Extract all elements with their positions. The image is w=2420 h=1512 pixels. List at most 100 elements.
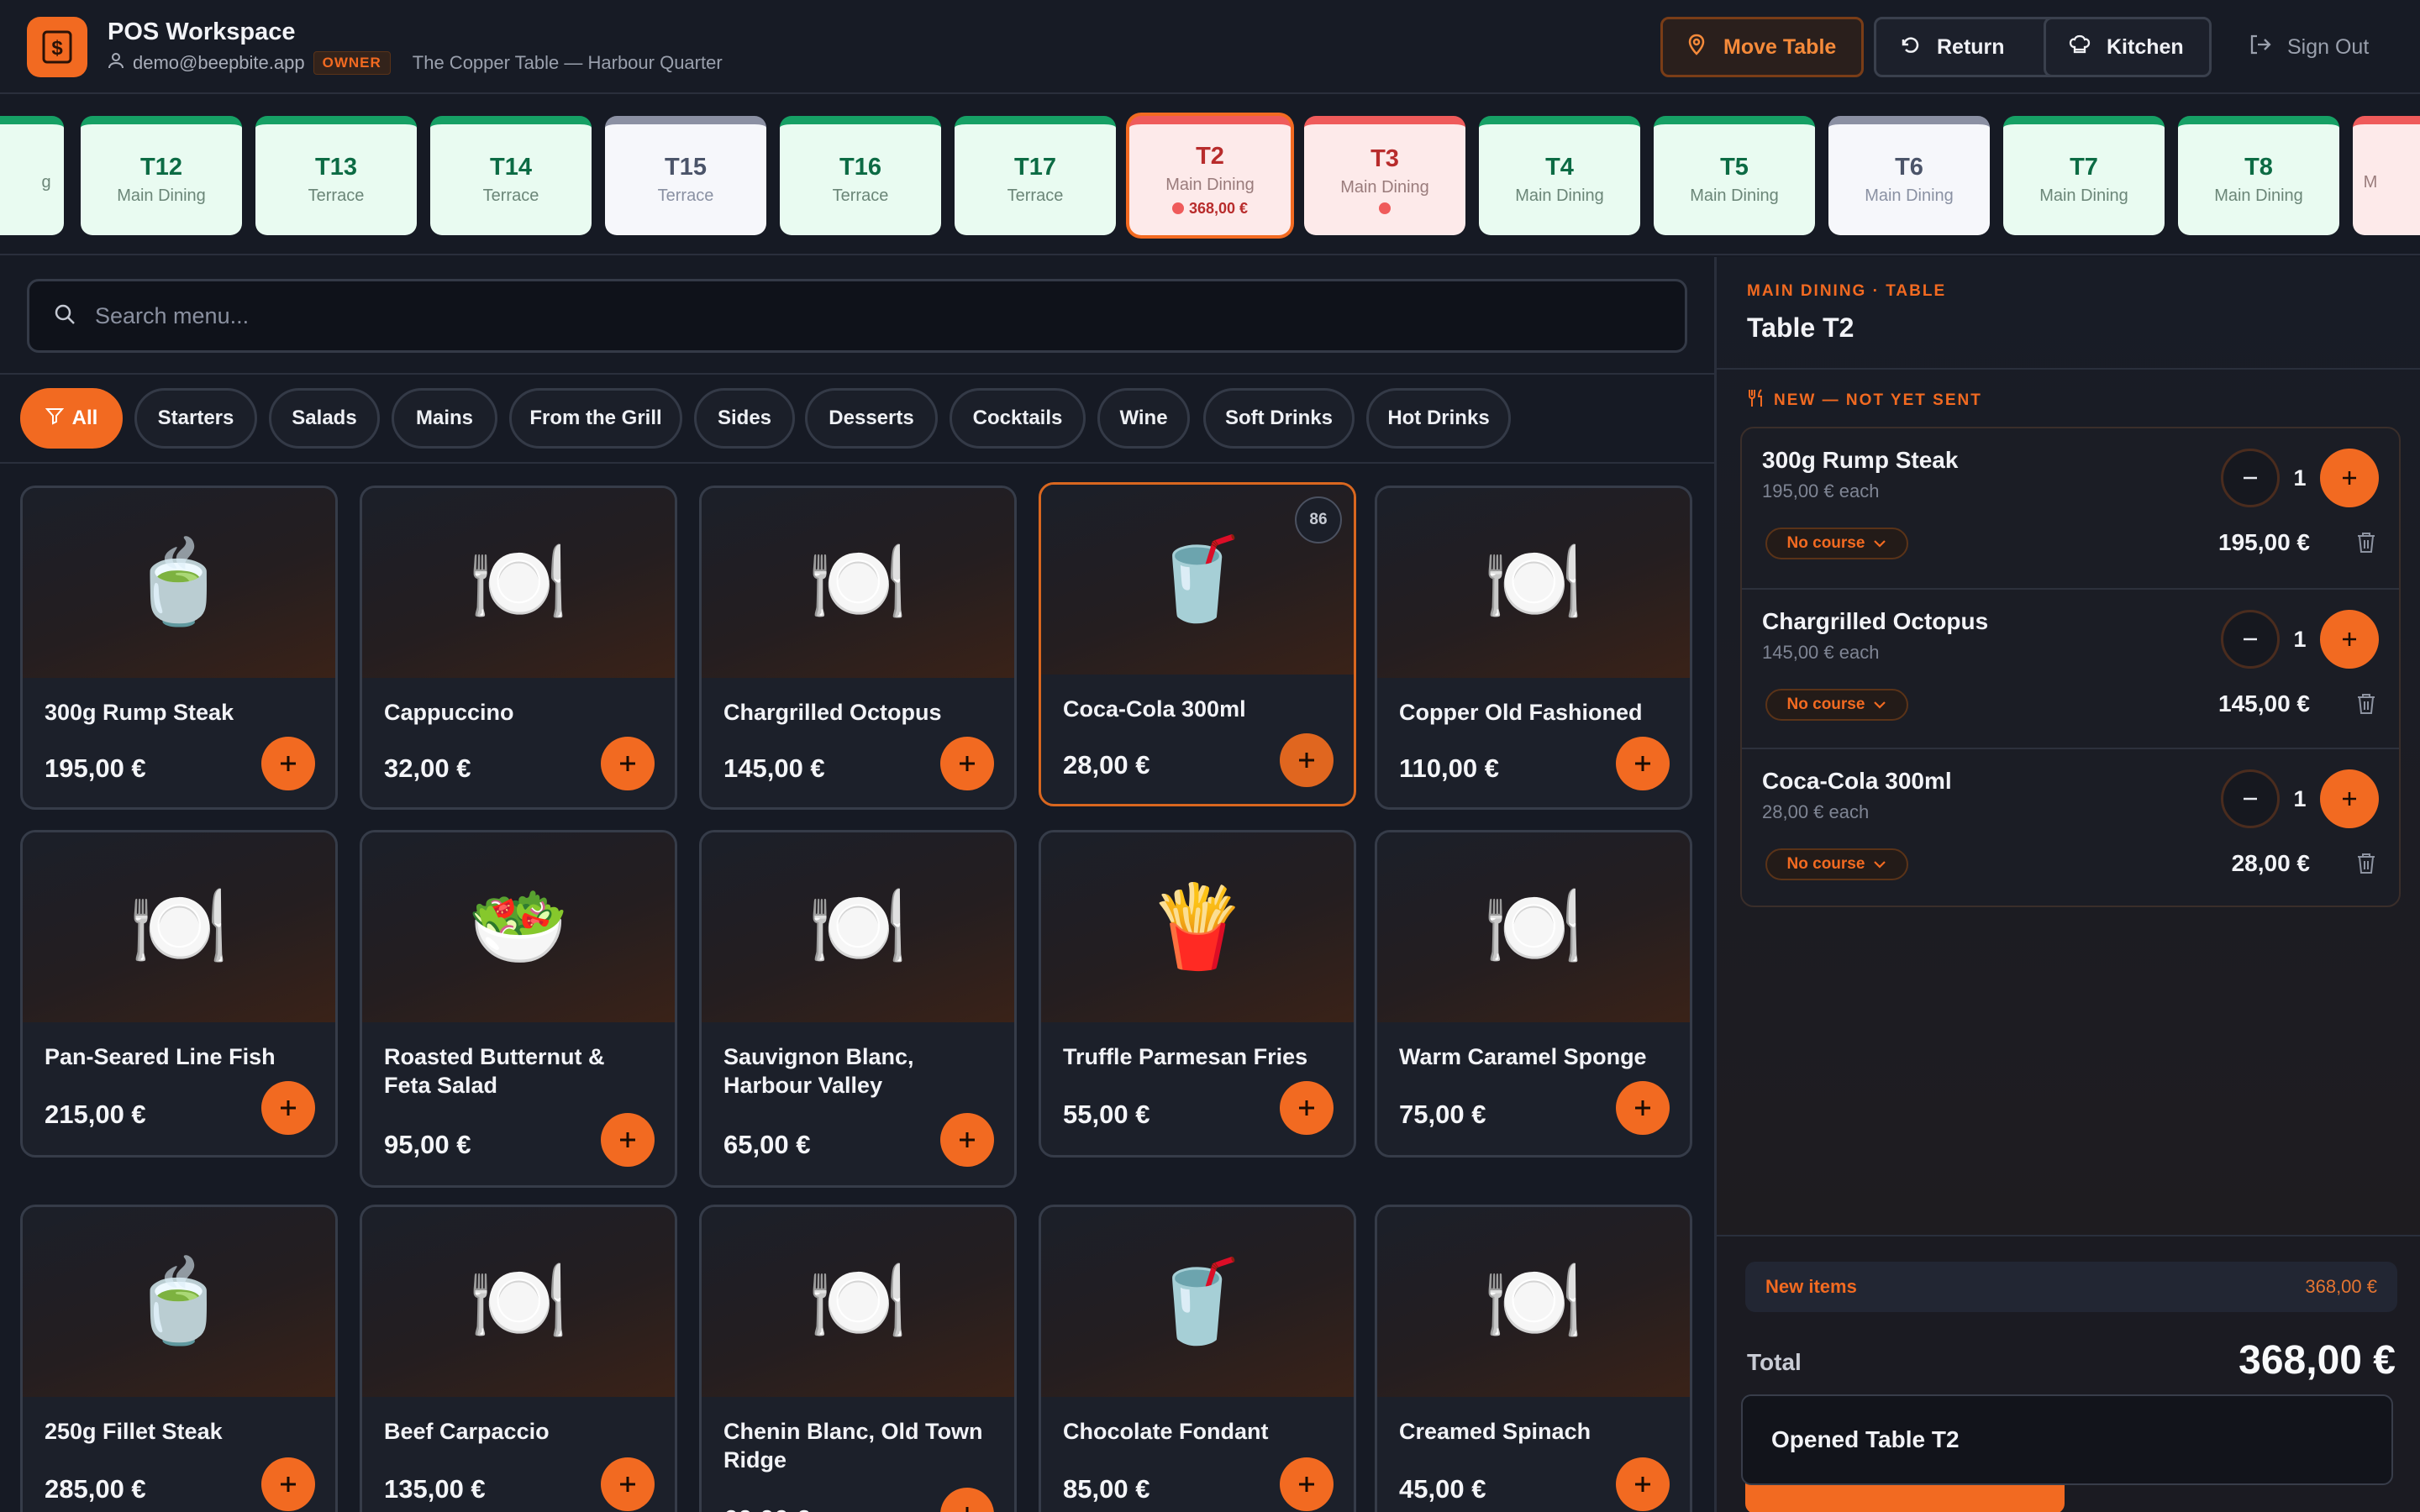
table-card-t16[interactable]: T16 Terrace — [780, 116, 941, 235]
table-card-t3[interactable]: T3 Main Dining — [1304, 116, 1465, 235]
category-starters[interactable]: Starters — [134, 388, 257, 449]
add-item-button[interactable] — [1280, 733, 1334, 787]
order-item-total: 28,00 € — [2231, 850, 2310, 876]
category-soft-drinks[interactable]: Soft Drinks — [1203, 388, 1355, 449]
category-desserts[interactable]: Desserts — [805, 388, 938, 449]
menu-item-price: 85,00 € — [1063, 1474, 1150, 1504]
return-button[interactable]: Return — [1874, 17, 2077, 77]
add-item-button[interactable] — [261, 737, 315, 790]
menu-item-card[interactable]: 🍽️ Beef Carpaccio 135,00 € — [360, 1205, 677, 1512]
filter-icon — [45, 407, 64, 431]
menu-item-card[interactable]: 🍽️ Cappuccino 32,00 € — [360, 486, 677, 810]
sign-out-button[interactable]: Sign Out — [2225, 17, 2402, 77]
add-item-button[interactable] — [601, 1113, 655, 1167]
add-item-button[interactable] — [940, 737, 994, 790]
order-items-list: 300g Rump Steak 195,00 € each 1 No cours… — [1740, 427, 2401, 907]
table-card-t12[interactable]: T12 Main Dining — [81, 116, 242, 235]
menu-item-name: Coca-Cola 300ml — [1063, 696, 1246, 722]
increase-qty-button[interactable] — [2320, 769, 2379, 828]
table-card-t14[interactable]: T14 Terrace — [430, 116, 592, 235]
category-salads[interactable]: Salads — [269, 388, 380, 449]
course-select[interactable]: No course — [1765, 848, 1908, 880]
category-bar: All Starters Salads Mains From the Grill… — [0, 376, 1714, 464]
table-card-t8[interactable]: T8 Main Dining — [2178, 116, 2339, 235]
chef-hat-icon — [2068, 33, 2091, 62]
table-name: T2 — [1196, 142, 1224, 170]
table-card[interactable]: M — [2353, 116, 2420, 235]
add-item-button[interactable] — [601, 737, 655, 790]
category-sides[interactable]: Sides — [694, 388, 795, 449]
menu-item-price: 65,00 € — [723, 1130, 811, 1159]
menu-item-image: 🍵 — [23, 1207, 335, 1397]
add-item-button[interactable] — [940, 1113, 994, 1167]
decrease-qty-button[interactable] — [2221, 610, 2280, 669]
table-card-t13[interactable]: T13 Terrace — [255, 116, 417, 235]
add-item-button[interactable] — [1616, 1081, 1670, 1135]
menu-item-card[interactable]: 🍵 250g Fillet Steak 285,00 € — [20, 1205, 338, 1512]
increase-qty-button[interactable] — [2320, 449, 2379, 507]
order-item-total: 195,00 € — [2218, 529, 2310, 555]
app-title: POS Workspace — [108, 18, 296, 45]
category-wine[interactable]: Wine — [1097, 388, 1190, 449]
trash-icon[interactable] — [2355, 531, 2377, 559]
menu-item-card[interactable]: 🍽️ Sauvignon Blanc, Harbour Valley 65,00… — [699, 830, 1017, 1188]
menu-item-card[interactable]: 🍟 Truffle Parmesan Fries 55,00 € — [1039, 830, 1356, 1158]
decrease-qty-button[interactable] — [2221, 449, 2280, 507]
menu-item-card[interactable]: 🍽️ Copper Old Fashioned 110,00 € — [1375, 486, 1692, 810]
order-item-name: Chargrilled Octopus — [1762, 608, 1989, 634]
decrease-qty-button[interactable] — [2221, 769, 2280, 828]
menu-item-price: 95,00 € — [384, 1130, 471, 1159]
category-from-the-grill[interactable]: From the Grill — [509, 388, 682, 449]
menu-item-card[interactable]: 🍽️ Pan-Seared Line Fish 215,00 € — [20, 830, 338, 1158]
add-item-button[interactable] — [1280, 1081, 1334, 1135]
search-input[interactable] — [95, 302, 1607, 329]
category-label: Soft Drinks — [1224, 407, 1333, 429]
table-card-t7[interactable]: T7 Main Dining — [2003, 116, 2165, 235]
menu-item-price: 60,00 € — [723, 1504, 810, 1512]
table-zone: Terrace — [832, 186, 889, 205]
soda-cup-icon: 🥤 — [1147, 1257, 1248, 1347]
table-card[interactable]: g — [0, 116, 64, 235]
menu-item-card[interactable]: 🍽️ Warm Caramel Sponge 75,00 € — [1375, 830, 1692, 1158]
kitchen-button[interactable]: Kitchen — [2044, 17, 2212, 77]
category-hot-drinks[interactable]: Hot Drinks — [1366, 388, 1511, 449]
plus-icon — [620, 1477, 635, 1492]
table-card-t6[interactable]: T6 Main Dining — [1828, 116, 1990, 235]
table-card-t5[interactable]: T5 Main Dining — [1654, 116, 1815, 235]
occupied-dot-icon — [1171, 202, 1184, 214]
category-mains[interactable]: Mains — [392, 388, 497, 449]
menu-item-card[interactable]: 🥗 Roasted Butternut & Feta Salad 95,00 € — [360, 830, 677, 1188]
table-zone: Main Dining — [1340, 178, 1429, 197]
plate-cutlery-icon: 🍽️ — [468, 538, 569, 627]
table-zone: M — [2363, 172, 2378, 192]
move-table-button[interactable]: Move Table — [1660, 17, 1864, 77]
menu-item-card[interactable]: 🍽️ Creamed Spinach 45,00 € — [1375, 1205, 1692, 1512]
trash-icon[interactable] — [2355, 852, 2377, 879]
add-item-button[interactable] — [601, 1457, 655, 1511]
add-item-button[interactable] — [1280, 1457, 1334, 1511]
category-cocktails[interactable]: Cocktails — [950, 388, 1086, 449]
menu-item-card[interactable]: 🍵 300g Rump Steak 195,00 € — [20, 486, 338, 810]
add-item-button[interactable] — [940, 1488, 994, 1512]
table-card-t4[interactable]: T4 Main Dining — [1479, 116, 1640, 235]
add-item-button[interactable] — [261, 1457, 315, 1511]
table-card-t15[interactable]: T15 Terrace — [605, 116, 766, 235]
menu-item-card[interactable]: 🍽️ Chenin Blanc, Old Town Ridge 60,00 € — [699, 1205, 1017, 1512]
menu-item-card[interactable]: 🥤 86 Coca-Cola 300ml 28,00 € — [1039, 482, 1356, 806]
category-all[interactable]: All — [20, 388, 123, 449]
course-select[interactable]: No course — [1765, 528, 1908, 559]
course-select[interactable]: No course — [1765, 689, 1908, 721]
fries-icon: 🍟 — [1147, 882, 1248, 972]
table-card-t17[interactable]: T17 Terrace — [955, 116, 1116, 235]
trash-icon[interactable] — [2355, 692, 2377, 720]
add-item-button[interactable] — [261, 1081, 315, 1135]
table-name: T7 — [2070, 154, 2098, 181]
increase-qty-button[interactable] — [2320, 610, 2379, 669]
menu-item-card[interactable]: 🥤 Chocolate Fondant 85,00 € — [1039, 1205, 1356, 1512]
location-pin-icon — [1685, 33, 1708, 62]
add-item-button[interactable] — [1616, 737, 1670, 790]
table-card-t2[interactable]: T2 Main Dining 368,00 € — [1129, 116, 1291, 235]
menu-item-price: 110,00 € — [1399, 753, 1499, 783]
add-item-button[interactable] — [1616, 1457, 1670, 1511]
menu-item-card[interactable]: 🍽️ Chargrilled Octopus 145,00 € — [699, 486, 1017, 810]
